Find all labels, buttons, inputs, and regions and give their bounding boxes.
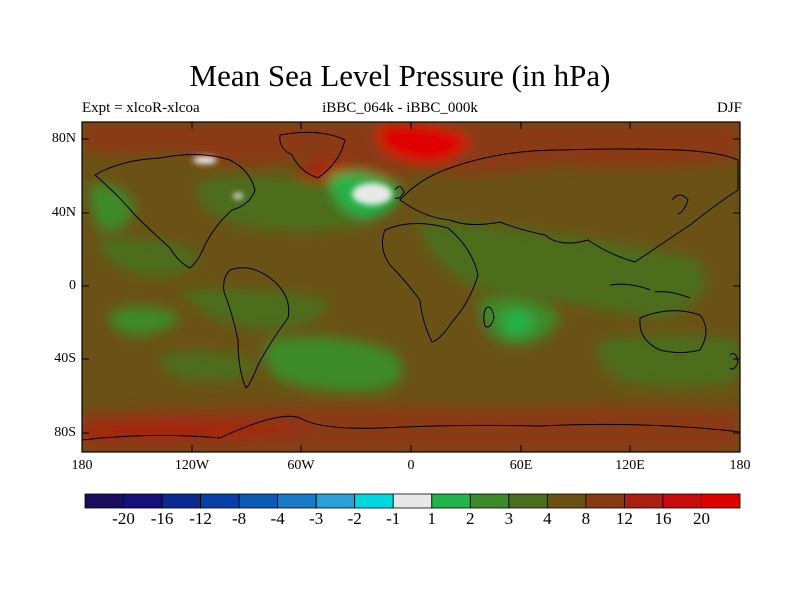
colorbar-swatch [469, 493, 510, 509]
colorbar-label: -3 [309, 509, 324, 528]
colorbar-swatch [624, 493, 664, 509]
coastline-africa [381, 222, 479, 343]
colorbar-label: -20 [112, 509, 135, 528]
coastline-greenland [279, 131, 346, 179]
colorbar-swatch [701, 493, 741, 509]
x-tick-label: 120W [174, 458, 210, 473]
colorbar-label: 12 [615, 509, 633, 528]
experiment-label: Expt = xlcoR-xlcoa [82, 100, 200, 116]
coastline-south-america [223, 267, 290, 389]
colorbar-label: 2 [466, 509, 475, 528]
y-tick-label: 40N [51, 205, 76, 220]
x-tick-label: 0 [407, 458, 415, 473]
coastline-madagascar [483, 306, 495, 328]
x-tick-label: 180 [71, 458, 93, 473]
y-tick-label: 40S [54, 351, 76, 366]
experiment-difference-label: iBBC_064k - iBBC_000k [322, 100, 478, 116]
colorbar-label: -4 [270, 509, 285, 528]
colorbar-swatch [161, 493, 201, 509]
x-tick-label: 60E [509, 458, 533, 473]
colorbar-label: 4 [543, 509, 552, 528]
colorbar-swatch [200, 493, 240, 509]
south-pacific-low-region [264, 336, 403, 392]
colorbar-label: -8 [232, 509, 247, 528]
y-axis-ticks [82, 138, 740, 434]
colorbar-swatch [585, 493, 625, 509]
indian-ocean-low-core [502, 309, 535, 336]
coastline-eurasia [399, 148, 739, 263]
colorbar-label: -16 [150, 509, 174, 528]
colorbar-label: -12 [189, 509, 212, 528]
colorbar-swatch [315, 493, 356, 509]
colorbar-swatch [354, 493, 394, 509]
coastlines [82, 131, 740, 441]
colorbar-label: 16 [654, 509, 672, 528]
colorbar-label: 8 [581, 509, 591, 528]
colorbar-label: 1 [427, 509, 437, 528]
coastline-australia [639, 310, 707, 353]
arctic-high-core [378, 124, 470, 163]
season-label: DJF [716, 100, 742, 116]
colorbar-swatch [508, 493, 548, 509]
colorbar-swatch [546, 493, 587, 509]
colorbar-swatch [431, 493, 471, 509]
southern-ocean-high-band [82, 404, 740, 452]
map-title: Mean Sea Level Pressure (in hPa) [189, 58, 611, 93]
coastline-north-america [94, 153, 256, 269]
y-tick-label: 80S [54, 425, 76, 440]
colorbar-swatch [84, 493, 124, 509]
colorbar-label: 20 [692, 509, 710, 528]
y-tick-label: 80N [51, 131, 76, 146]
north-pacific-low-region [89, 184, 135, 231]
colorbar-label: 3 [504, 509, 514, 528]
colorbar-swatch [238, 493, 279, 509]
north-atlantic-low-core [352, 183, 392, 205]
colorbar-swatch [123, 493, 163, 509]
coastline-antarctica [82, 415, 740, 441]
x-tick-label: 180 [729, 458, 751, 473]
y-tick-label: 0 [69, 278, 76, 293]
x-tick-label: 120E [615, 458, 645, 473]
x-axis-ticks [81, 122, 741, 452]
colorbar-label: -2 [347, 509, 362, 528]
colorbar-swatch [277, 493, 317, 509]
colorbar-label: -1 [386, 509, 401, 528]
x-tick-label: 60W [287, 458, 315, 473]
colorbar-swatch [662, 493, 702, 509]
colorbar-swatch [392, 493, 433, 509]
